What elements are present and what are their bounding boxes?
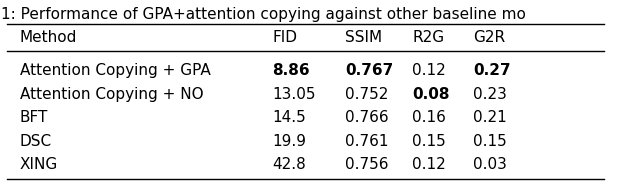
- Text: 0.12: 0.12: [412, 63, 446, 78]
- Text: 0.03: 0.03: [473, 157, 507, 172]
- Text: 0.15: 0.15: [412, 134, 446, 149]
- Text: DSC: DSC: [20, 134, 52, 149]
- Text: Attention Copying + GPA: Attention Copying + GPA: [20, 63, 211, 78]
- Text: 0.767: 0.767: [345, 63, 394, 78]
- Text: 0.756: 0.756: [345, 157, 388, 172]
- Text: XING: XING: [20, 157, 58, 172]
- Text: 0.08: 0.08: [412, 87, 449, 102]
- Text: Attention Copying + NO: Attention Copying + NO: [20, 87, 204, 102]
- Text: FID: FID: [272, 30, 297, 45]
- Text: G2R: G2R: [473, 30, 505, 45]
- Text: 14.5: 14.5: [272, 110, 306, 125]
- Text: 19.9: 19.9: [272, 134, 306, 149]
- Text: Method: Method: [20, 30, 77, 45]
- Text: R2G: R2G: [412, 30, 444, 45]
- Text: 0.23: 0.23: [473, 87, 507, 102]
- Text: 0.766: 0.766: [345, 110, 388, 125]
- Text: 0.15: 0.15: [473, 134, 507, 149]
- Text: 0.27: 0.27: [473, 63, 511, 78]
- Text: 1: Performance of GPA+attention copying against other baseline mo: 1: Performance of GPA+attention copying …: [1, 7, 526, 22]
- Text: 13.05: 13.05: [272, 87, 316, 102]
- Text: 0.12: 0.12: [412, 157, 446, 172]
- Text: SSIM: SSIM: [345, 30, 382, 45]
- Text: 0.16: 0.16: [412, 110, 446, 125]
- Text: 0.761: 0.761: [345, 134, 388, 149]
- Text: 0.21: 0.21: [473, 110, 507, 125]
- Text: 0.752: 0.752: [345, 87, 388, 102]
- Text: 8.86: 8.86: [272, 63, 310, 78]
- Text: BFT: BFT: [20, 110, 48, 125]
- Text: 42.8: 42.8: [272, 157, 306, 172]
